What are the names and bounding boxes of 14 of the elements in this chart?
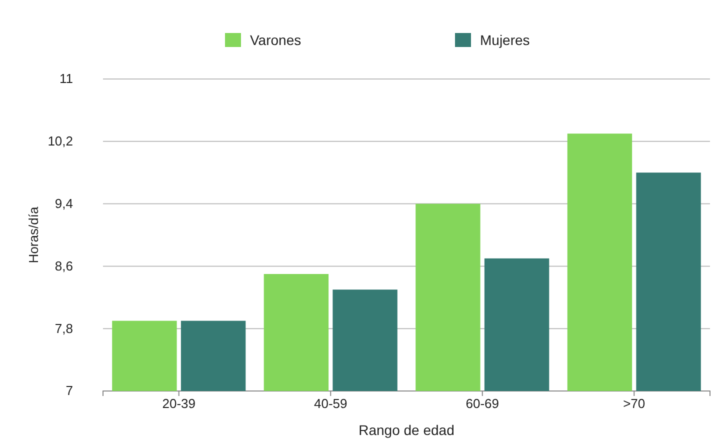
y-tick-label: 7,8	[54, 320, 73, 336]
y-tick-label: 10,2	[48, 134, 73, 149]
y-tick-label: 11	[60, 71, 73, 86]
x-tick-label: >70	[623, 396, 646, 412]
legend-label: Varones	[250, 32, 302, 48]
x-tick-label: 20-39	[162, 396, 196, 412]
y-axis-title: Horas/día	[26, 206, 41, 264]
y-tick-label: 9,4	[54, 196, 73, 211]
y-tick-label: 8,6	[54, 258, 73, 274]
y-tick-label: 7	[66, 383, 73, 398]
legend-label: Mujeres	[480, 32, 530, 48]
x-axis-title: Rango de edad	[358, 422, 454, 438]
x-tick-label: 60-69	[466, 396, 499, 412]
x-tick-label: 40-59	[314, 396, 348, 412]
